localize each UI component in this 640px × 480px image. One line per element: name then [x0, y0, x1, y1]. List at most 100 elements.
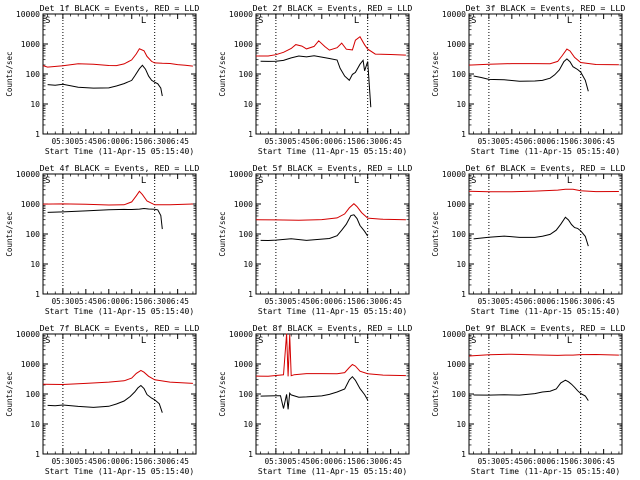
corner-label-left: S — [471, 336, 476, 346]
events-series-line — [473, 216, 589, 247]
plot-frame — [42, 13, 197, 135]
y-axis-label: Counts/sec — [431, 51, 440, 96]
y-tick-label: 10 — [456, 100, 466, 109]
events-series-line — [260, 214, 369, 242]
y-tick-label: 1000 — [21, 200, 40, 209]
y-axis-label: Counts/sec — [431, 371, 440, 416]
x-axis-label: Start Time (11-Apr-15 05:15:40) — [258, 147, 407, 156]
detector-panel-2: Det 2f BLACK = Events, RED = LLD S L 1 10 100… — [218, 3, 412, 156]
corner-label-left: S — [258, 176, 263, 186]
x-tick-label: 06:30 — [356, 297, 379, 306]
y-tick-label: 1000 — [447, 40, 466, 49]
x-tick-label: 05:45 — [501, 137, 524, 146]
x-tick-label: 05:45 — [501, 297, 524, 306]
x-tick-label: 05:30 — [478, 297, 501, 306]
y-axis-label: Counts/sec — [5, 211, 14, 256]
y-tick-label: 10 — [456, 260, 466, 269]
x-tick-label: 06:45 — [379, 297, 402, 306]
x-tick-label: 06:15 — [120, 137, 143, 146]
x-tick-label: 05:30 — [265, 457, 288, 466]
y-tick-label: 10000 — [229, 170, 253, 179]
x-tick-label: 06:45 — [592, 137, 615, 146]
corner-label-right: L — [354, 336, 359, 346]
events-series-line — [47, 207, 163, 230]
x-tick-label: 06:30 — [143, 137, 166, 146]
y-tick-label: 1 — [248, 130, 253, 139]
lld-series-line — [42, 190, 193, 206]
x-tick-label: 06:15 — [546, 137, 569, 146]
x-tick-label: 06:15 — [333, 297, 356, 306]
y-tick-label: 10 — [30, 420, 40, 429]
x-tick-label: 05:45 — [75, 297, 98, 306]
x-axis-label: Start Time (11-Apr-15 05:15:40) — [471, 307, 620, 316]
panel-title: Det 3f BLACK = Events, RED = LLD — [466, 3, 626, 13]
x-tick-label: 06:30 — [356, 137, 379, 146]
x-tick-label: 06:00 — [311, 297, 334, 306]
x-tick-label: 06:30 — [569, 457, 592, 466]
x-tick-label: 05:30 — [52, 137, 75, 146]
y-tick-label: 1000 — [234, 200, 253, 209]
plot-frame — [42, 333, 197, 455]
x-tick-label: 06:00 — [524, 137, 547, 146]
x-tick-label: 05:45 — [75, 137, 98, 146]
corner-label-left: S — [45, 336, 50, 346]
corner-label-left: S — [258, 336, 263, 346]
x-tick-label: 06:15 — [546, 297, 569, 306]
y-axis-label: Counts/sec — [218, 51, 227, 96]
detector-panel-6: Det 6f BLACK = Events, RED = LLD S L 1 10 100… — [431, 163, 625, 316]
y-tick-label: 1 — [461, 290, 466, 299]
y-tick-label: 1000 — [234, 40, 253, 49]
lld-series-line — [468, 353, 619, 357]
x-tick-label: 05:30 — [52, 457, 75, 466]
plot-frame — [468, 13, 623, 135]
x-tick-label: 06:30 — [569, 297, 592, 306]
events-series-line — [47, 64, 163, 97]
y-axis-label: Counts/sec — [5, 51, 14, 96]
y-tick-label: 1 — [248, 450, 253, 459]
y-axis-label: Counts/sec — [218, 211, 227, 256]
x-tick-label: 06:45 — [592, 457, 615, 466]
panel-title: Det 4f BLACK = Events, RED = LLD — [40, 163, 200, 173]
y-axis-label: Counts/sec — [218, 371, 227, 416]
x-tick-label: 06:15 — [546, 457, 569, 466]
y-tick-label: 1 — [35, 290, 40, 299]
x-axis-label: Start Time (11-Apr-15 05:15:40) — [471, 467, 620, 476]
x-tick-label: 05:30 — [52, 297, 75, 306]
x-tick-label: 05:45 — [288, 137, 311, 146]
y-tick-label: 10000 — [16, 10, 40, 19]
x-tick-label: 06:00 — [311, 137, 334, 146]
x-axis-label: Start Time (11-Apr-15 05:15:40) — [258, 467, 407, 476]
x-axis-label: Start Time (11-Apr-15 05:15:40) — [45, 307, 194, 316]
lld-series-line — [255, 203, 406, 221]
events-series-line — [47, 384, 163, 413]
y-axis-label: Counts/sec — [431, 211, 440, 256]
x-tick-label: 06:30 — [356, 457, 379, 466]
y-tick-label: 100 — [26, 70, 41, 79]
y-tick-label: 1 — [461, 450, 466, 459]
corner-label-right: L — [567, 176, 572, 186]
corner-label-right: L — [567, 16, 572, 26]
x-tick-label: 05:45 — [75, 457, 98, 466]
y-tick-label: 10 — [456, 420, 466, 429]
corner-label-right: L — [354, 176, 359, 186]
y-tick-label: 100 — [239, 390, 254, 399]
y-axis-label: Counts/sec — [5, 371, 14, 416]
y-tick-label: 100 — [239, 70, 254, 79]
y-tick-label: 10000 — [229, 10, 253, 19]
lld-series-line — [468, 188, 619, 193]
panel-title: Det 9f BLACK = Events, RED = LLD — [466, 323, 626, 333]
y-tick-label: 1000 — [447, 200, 466, 209]
detector-panel-1: Det 1f BLACK = Events, RED = LLD S L 1 10 100… — [5, 3, 199, 156]
corner-label-left: S — [471, 16, 476, 26]
y-tick-label: 1000 — [234, 360, 253, 369]
x-tick-label: 06:15 — [333, 137, 356, 146]
x-tick-label: 06:45 — [166, 457, 189, 466]
y-tick-label: 100 — [452, 70, 467, 79]
x-axis-label: Start Time (11-Apr-15 05:15:40) — [471, 147, 620, 156]
x-tick-label: 06:45 — [592, 297, 615, 306]
x-tick-label: 06:45 — [166, 137, 189, 146]
x-tick-label: 06:30 — [143, 457, 166, 466]
x-tick-label: 06:45 — [379, 457, 402, 466]
x-tick-label: 06:45 — [166, 297, 189, 306]
